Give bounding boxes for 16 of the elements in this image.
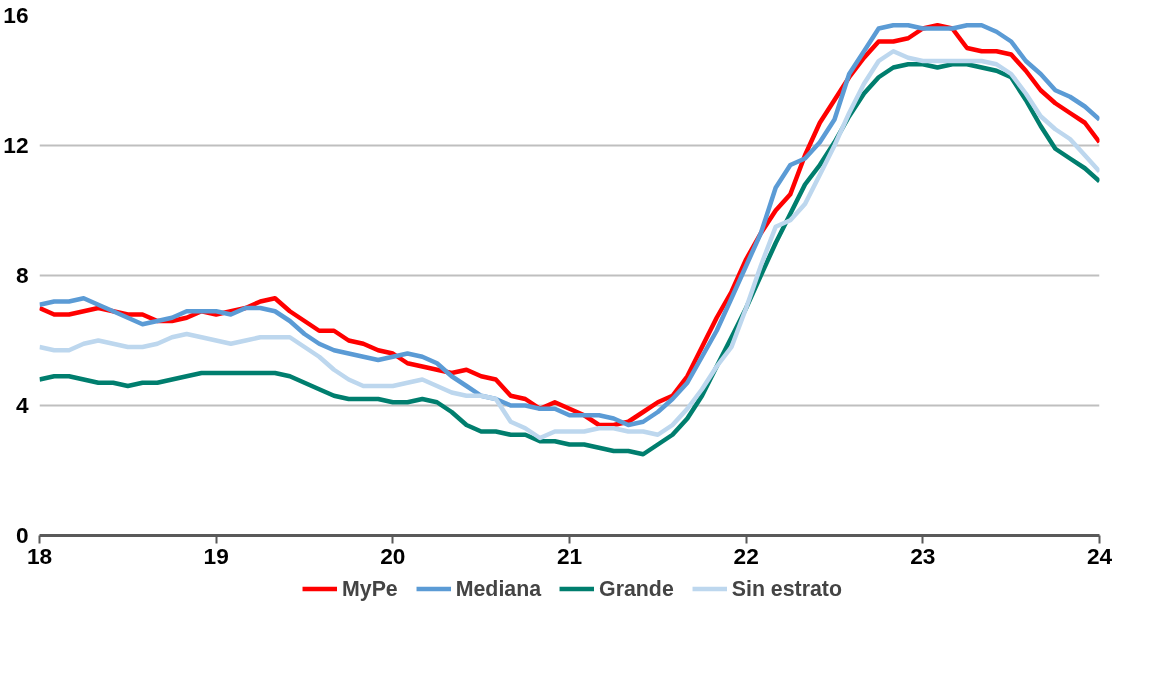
legend-label: MyPe bbox=[342, 576, 398, 601]
x-tick-label: 19 bbox=[203, 542, 229, 569]
x-tick-label: 21 bbox=[556, 542, 583, 569]
x-tick-label: 23 bbox=[910, 542, 936, 569]
x-tick-label: 22 bbox=[733, 542, 759, 569]
x-tick-label: 24 bbox=[1086, 542, 1113, 569]
legend-label: Grande bbox=[599, 576, 674, 601]
legend-label: Sin estrato bbox=[731, 576, 842, 601]
legend-label: Mediana bbox=[455, 576, 542, 601]
y-tick-label: 0 bbox=[15, 522, 29, 548]
x-tick-label: 18 bbox=[26, 542, 53, 569]
y-tick-label: 4 bbox=[15, 392, 29, 418]
y-tick-label: 8 bbox=[15, 262, 29, 288]
x-tick-label: 20 bbox=[380, 542, 406, 569]
y-tick-label: 12 bbox=[3, 132, 29, 158]
y-tick-label: 16 bbox=[3, 2, 29, 28]
